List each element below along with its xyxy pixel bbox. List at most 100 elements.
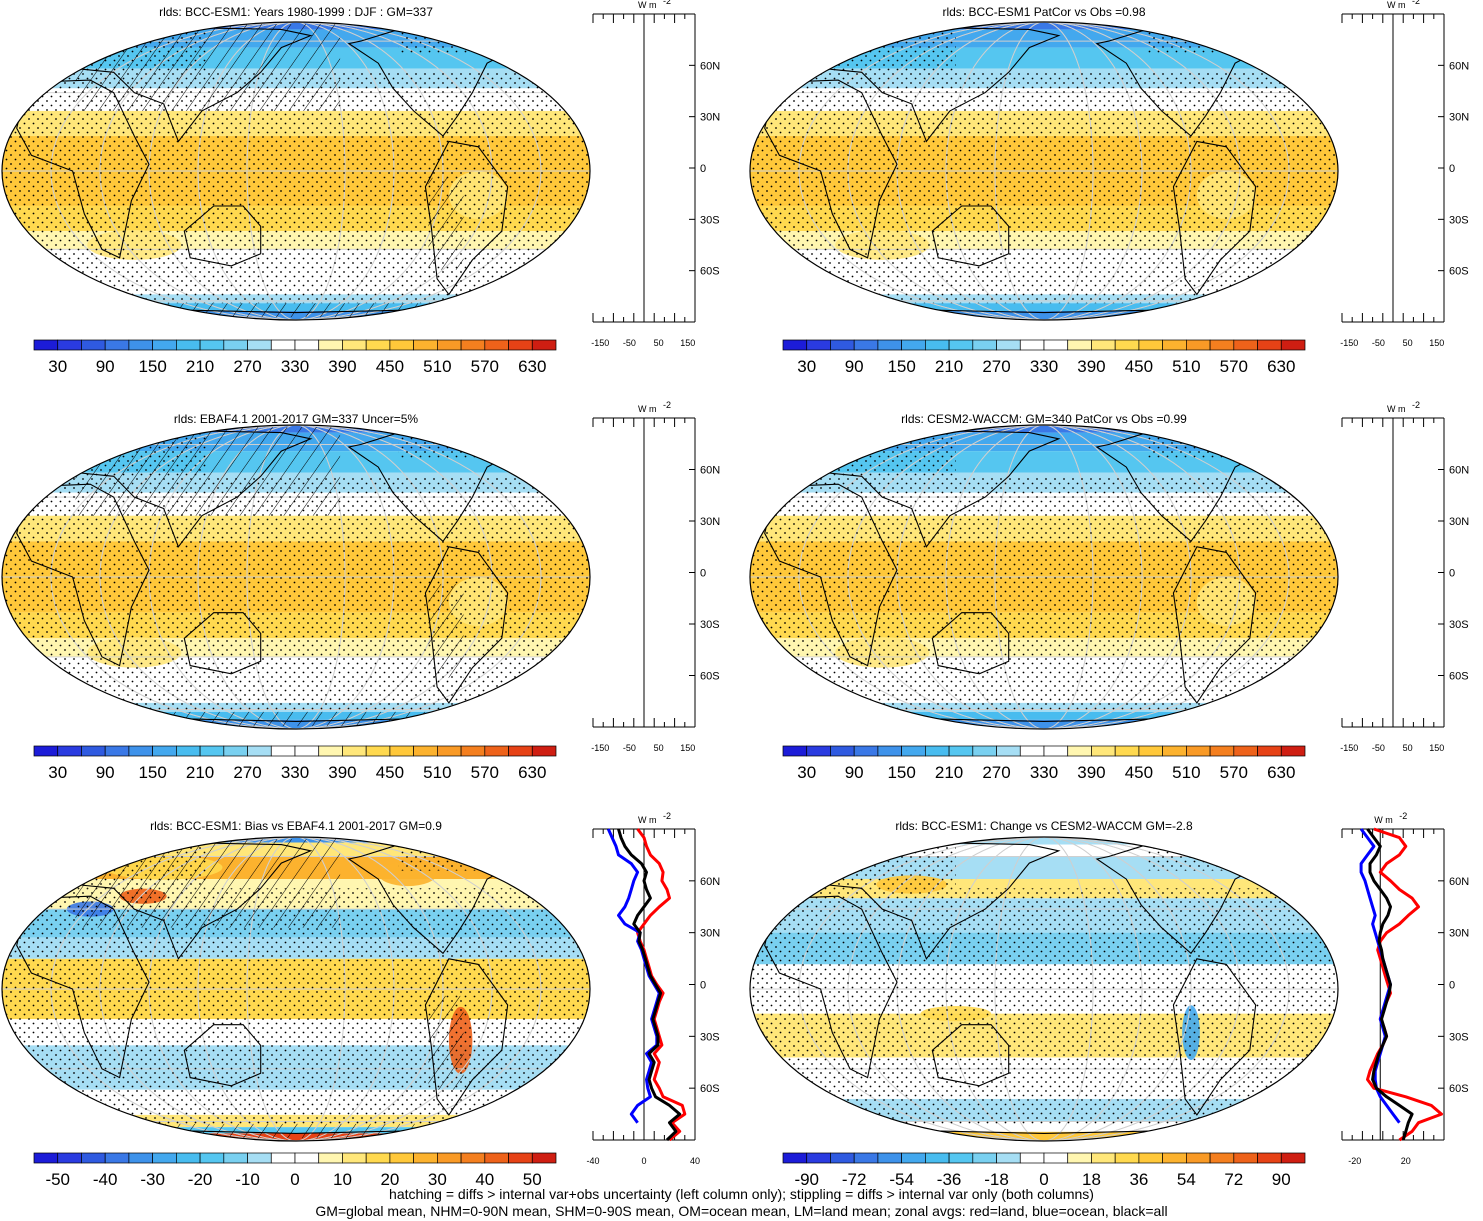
- coastline: [535, 838, 586, 855]
- colorbar-swatch: [57, 1152, 82, 1164]
- colorbar-swatch: [437, 745, 462, 757]
- colorbar-swatch: [342, 339, 367, 351]
- latitude-label: 30N: [1449, 928, 1469, 940]
- colorbar-tick-label: 18: [1082, 1170, 1101, 1189]
- colorbar-tick-label: 570: [471, 357, 499, 376]
- colorbar-tick-label: 50: [523, 1170, 542, 1189]
- zonal-mean-line: [617, 828, 682, 1142]
- colorbar-swatch: [853, 339, 879, 351]
- field-band: [750, 1131, 1338, 1141]
- latitude-label: 60S: [1449, 1083, 1469, 1095]
- colorbar-swatch: [1280, 339, 1306, 351]
- colorbar: 30 90 150 210 270 330 390 450 510 570 630: [33, 745, 557, 782]
- latitude-label: 30N: [1449, 516, 1469, 528]
- colorbar-swatch: [104, 339, 130, 351]
- map-title: rlds: BCC-ESM1: Bias vs EBAF4.1 2001-201…: [150, 819, 442, 833]
- zonal-unit-superscript: -2: [1412, 0, 1420, 6]
- latitude-label: 60N: [1449, 465, 1469, 477]
- colorbar-swatch: [104, 1152, 130, 1164]
- colorbar-tick-label: 330: [1030, 763, 1058, 782]
- colorbar-tick-label: 150: [138, 763, 166, 782]
- colorbar-swatch: [1162, 745, 1187, 757]
- colorbar-swatch: [508, 1152, 533, 1164]
- colorbar-swatch: [484, 1152, 509, 1164]
- zonal-unit-label: W m: [1387, 404, 1406, 414]
- map-title: rlds: BCC-ESM1: Change vs CESM2-WACCM GM…: [895, 819, 1193, 833]
- colorbar-swatch: [1233, 339, 1258, 351]
- colorbar-swatch: [318, 339, 343, 351]
- colorbar-tick-label: 630: [518, 357, 546, 376]
- colorbar-swatch: [128, 1152, 153, 1164]
- zonal-x-tick-label: -150: [591, 743, 609, 753]
- colorbar-tick-label: 10: [333, 1170, 352, 1189]
- zonal-x-tick-label: -50: [623, 338, 636, 348]
- colorbar-swatch: [1280, 1152, 1306, 1164]
- colorbar-swatch: [1067, 1152, 1092, 1164]
- footer-line-2: GM=global mean, NHM=0-90N mean, SHM=0-90…: [315, 1203, 1168, 1219]
- coastline: [535, 426, 586, 443]
- colorbar-swatch: [1257, 745, 1282, 757]
- map-title: rlds: BCC-ESM1 PatCor vs Obs =0.98: [942, 5, 1145, 19]
- colorbar-tick-label: 90: [845, 763, 864, 782]
- colorbar-swatch: [508, 745, 533, 757]
- coastline: [931, 205, 1010, 267]
- colorbar-swatch: [1091, 745, 1116, 757]
- zonal-unit-label: W m: [638, 404, 657, 414]
- colorbar-tick-label: 270: [982, 357, 1010, 376]
- colorbar-swatch: [972, 745, 997, 757]
- latitude-label: 30N: [700, 112, 720, 124]
- colorbar-tick-label: -30: [140, 1170, 165, 1189]
- colorbar: 30 90 150 210 270 330 390 450 510 570 630: [33, 339, 557, 376]
- colorbar-swatch: [972, 1152, 997, 1164]
- field-band: [750, 22, 1338, 30]
- colorbar-swatch: [223, 339, 248, 351]
- map-panel: rlds: BCC-ESM1: Years 1980-1999 : DJF : …: [1, 5, 591, 321]
- colorbar-swatch: [1233, 1152, 1258, 1164]
- colorbar-tick-label: -50: [45, 1170, 70, 1189]
- map-title: rlds: EBAF4.1 2001-2017 GM=337 Uncer=5%: [174, 412, 418, 426]
- coastline: [183, 612, 262, 675]
- colorbar-tick-label: 30: [48, 357, 67, 376]
- latitude-label: 0: [700, 568, 706, 580]
- colorbar-swatch: [1019, 745, 1045, 757]
- colorbar-tick-label: 150: [887, 357, 915, 376]
- colorbar-swatch: [1186, 1152, 1211, 1164]
- colorbar-swatch: [294, 339, 320, 351]
- colorbar-swatch: [996, 745, 1021, 757]
- latitude-label: 0: [1449, 980, 1455, 992]
- zonal-unit-label: W m: [638, 815, 657, 825]
- colorbar-tick-label: 150: [887, 763, 915, 782]
- colorbar-tick-label: 570: [471, 763, 499, 782]
- colorbar-swatch: [830, 1152, 855, 1164]
- zonal-unit-label: W m: [1374, 815, 1393, 825]
- latitude-label: 30S: [700, 1031, 720, 1043]
- colorbar-tick-label: -90: [794, 1170, 819, 1189]
- colorbar-swatch: [1138, 339, 1163, 351]
- colorbar-swatch: [972, 339, 997, 351]
- zonal-x-tick-label: -50: [1372, 743, 1385, 753]
- latitude-label: 60S: [1449, 671, 1469, 683]
- latitude-label: 60S: [700, 266, 720, 278]
- zonal-x-tick-label: 150: [1429, 743, 1444, 753]
- colorbar-swatch: [782, 1152, 808, 1164]
- colorbar-tick-label: 330: [281, 357, 309, 376]
- coastline: [183, 205, 262, 267]
- colorbar-swatch: [901, 339, 926, 351]
- colorbar-swatch: [460, 1152, 486, 1164]
- field-region: [37, 37, 97, 67]
- coastline: [424, 140, 509, 296]
- coastline: [1283, 838, 1334, 855]
- colorbar-swatch: [460, 339, 486, 351]
- colorbar-swatch: [389, 339, 414, 351]
- coastline: [424, 958, 509, 1116]
- latitude-label: 60N: [700, 876, 720, 888]
- colorbar-swatch: [877, 745, 902, 757]
- coastline: [535, 23, 586, 40]
- zonal-mean-panel: W m -2 -20 20 60N 30N 0 30S 60S: [1341, 811, 1469, 1166]
- colorbar-swatch: [57, 339, 82, 351]
- colorbar-swatch: [176, 339, 201, 351]
- colorbar-tick-label: -18: [984, 1170, 1009, 1189]
- colorbar-swatch: [1257, 339, 1282, 351]
- colorbar-swatch: [1043, 339, 1069, 351]
